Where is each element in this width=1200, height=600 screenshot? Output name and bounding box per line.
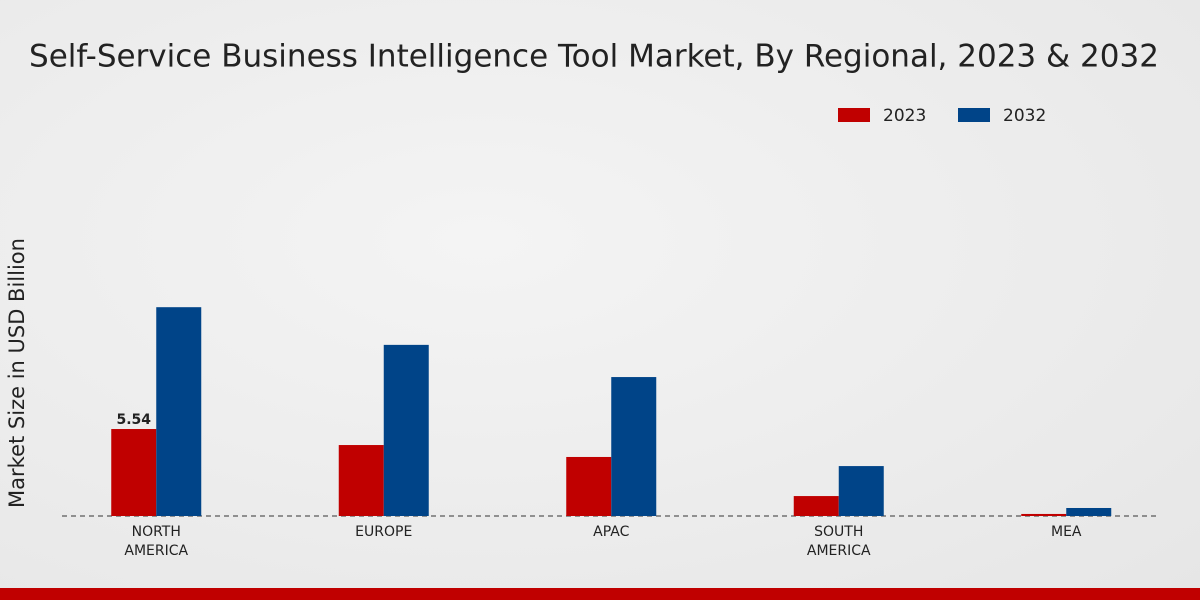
legend-label: 2023 [883, 106, 926, 126]
x-tick-label: APAC [593, 524, 630, 540]
bar [566, 456, 612, 516]
bar [838, 466, 884, 516]
x-tick-label: MEA [1050, 524, 1082, 540]
y-axis-label: Market Size in USD Billion [5, 238, 29, 508]
x-tick-label: SOUTH AMERICA [806, 524, 871, 559]
bar [1021, 513, 1067, 516]
legend-swatch [838, 108, 870, 122]
x-tick-label: NORTH AMERICA [124, 524, 189, 559]
chart-title: Self-Service Business Intelligence Tool … [29, 39, 1159, 75]
footer-bar [0, 588, 1200, 600]
legend-label: 2032 [1003, 106, 1046, 126]
legend-swatch [958, 108, 990, 122]
bar [156, 307, 202, 516]
bar [383, 344, 429, 516]
data-label: 5.54 [116, 412, 151, 428]
x-tick-label: EUROPE [355, 524, 413, 540]
bar [793, 496, 839, 516]
bar [1066, 507, 1112, 516]
bar [611, 377, 657, 516]
bar [338, 445, 384, 516]
bar [111, 429, 157, 516]
